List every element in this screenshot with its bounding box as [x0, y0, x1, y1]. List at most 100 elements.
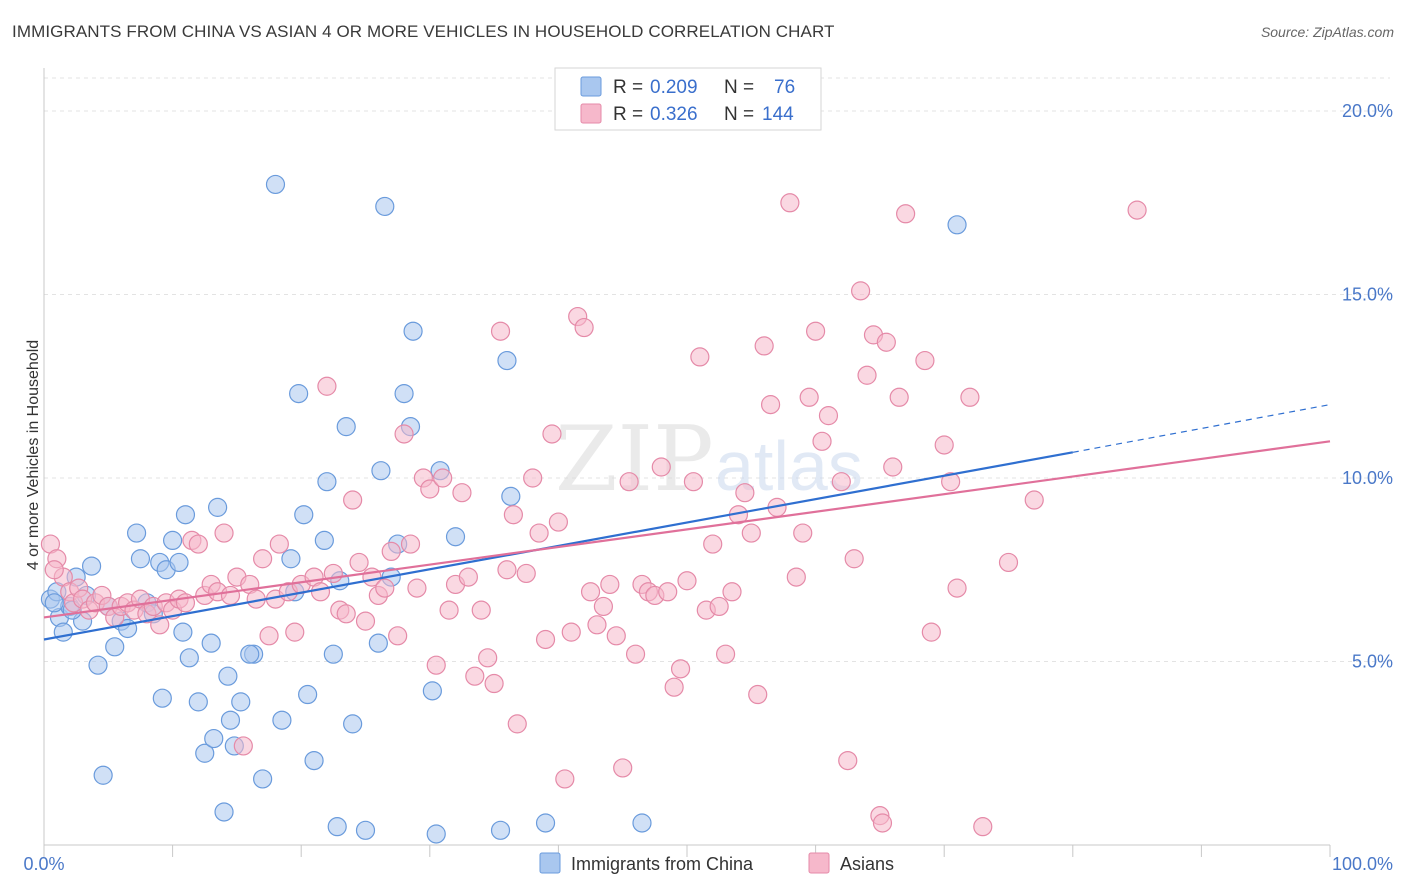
asians-point-53: [381, 541, 401, 562]
asians-point-90: [619, 472, 639, 492]
asians-point-119: [812, 431, 832, 451]
china-point-17: [152, 688, 172, 708]
china-point-75: [44, 593, 64, 613]
asians-point-106: [722, 582, 742, 602]
china-point-2: [53, 622, 73, 642]
asians-point-110: [748, 684, 768, 705]
china-point-41: [294, 505, 314, 525]
china-point-27: [204, 728, 224, 749]
legend-r-value-2: 0.326: [650, 104, 698, 125]
asians-point-66: [465, 666, 485, 686]
asians-point-64: [452, 483, 472, 503]
asians-point-114: [780, 193, 800, 213]
china-point-21: [173, 622, 193, 642]
china-point-37: [272, 710, 292, 730]
bottom-legend-label-china: Immigrants from China: [571, 854, 754, 874]
asians-point-86: [593, 596, 614, 617]
asians-point-137: [947, 578, 967, 598]
trend-lines: [43, 404, 1331, 641]
asians-point-95: [651, 457, 671, 477]
asians-point-99: [677, 571, 697, 591]
asians-point-96: [658, 582, 678, 602]
china-point-46: [323, 644, 343, 664]
china-point-23: [179, 648, 199, 668]
china-point-45: [317, 472, 337, 492]
asians-point-105: [715, 644, 736, 664]
asians-point-55: [394, 424, 414, 444]
china-point-60: [422, 681, 442, 701]
asians-point-111: [754, 336, 774, 356]
asians-point-88: [606, 626, 626, 646]
china-point-36: [265, 174, 286, 195]
legend-n-value-2: 144: [762, 104, 794, 125]
asians-point-77: [535, 629, 556, 650]
legend-n-value-1: 76: [774, 77, 795, 98]
asians-point-67: [471, 600, 491, 620]
china-point-57: [394, 384, 414, 404]
china-point-54: [375, 196, 395, 217]
y-tick-labels: 5.0% 10.0% 15.0% 20.0%: [1342, 101, 1393, 671]
asians-point-81: [561, 622, 581, 642]
china-point-9: [105, 637, 125, 657]
asians-point-121: [831, 472, 851, 492]
asians-point-128: [872, 813, 893, 833]
asians-point-35: [259, 626, 279, 646]
asians-point-76: [529, 523, 549, 543]
legend-n-label-2: N =: [724, 104, 754, 125]
asians-point-29: [220, 585, 241, 606]
china-point-26: [201, 633, 221, 653]
asians-point-62: [439, 600, 459, 620]
china-trend-extension: [1072, 404, 1331, 453]
asians-point-141: [1024, 490, 1044, 510]
asians-point-49: [355, 611, 376, 631]
asians-trend-line: [43, 440, 1331, 619]
asians-point-91: [625, 644, 646, 664]
china-point-25: [195, 743, 215, 763]
asians-point-54: [388, 626, 408, 646]
x-tick-label-0: 0.0%: [23, 854, 64, 874]
asians-point-60: [426, 655, 446, 675]
series-china-points: [40, 174, 967, 844]
bottom-legend-label-asians: Asians: [840, 854, 894, 874]
asians-point-138: [960, 387, 980, 407]
legend-swatch-china: [580, 76, 602, 97]
asians-point-75: [523, 468, 543, 488]
asians-point-140: [998, 552, 1019, 573]
china-point-12: [126, 523, 147, 543]
asians-point-89: [613, 758, 633, 778]
asians-point-46: [336, 604, 356, 624]
asians-point-130: [883, 457, 903, 477]
china-point-40: [289, 384, 309, 404]
china-point-49: [336, 417, 356, 437]
asians-point-48: [349, 552, 369, 573]
asians-point-134: [921, 622, 941, 642]
asians-point-108: [735, 483, 755, 503]
asians-point-52: [375, 578, 395, 598]
y-tick-label-1: 10.0%: [1342, 468, 1393, 488]
legend-n-label-1: N =: [724, 77, 754, 98]
legend-r-value-1: 0.209: [650, 77, 698, 98]
series-legend: Immigrants from China Asians: [539, 852, 894, 874]
asians-point-118: [805, 321, 826, 341]
china-point-24: [188, 692, 208, 712]
china-point-7: [88, 655, 108, 675]
china-point-43: [304, 750, 324, 771]
asians-point-47: [343, 490, 363, 510]
china-point-61: [426, 824, 446, 844]
asians-point-78: [542, 424, 562, 444]
asians-point-143: [44, 560, 64, 580]
asians-point-100: [683, 472, 704, 492]
china-point-20: [169, 552, 189, 573]
asians-point-129: [876, 332, 896, 352]
asians-point-61: [433, 468, 453, 488]
china-point-33: [231, 692, 251, 712]
correlation-legend: R = 0.209 N = 76 R = 0.326 N = 144: [554, 67, 822, 131]
china-point-13: [130, 549, 151, 569]
asians-point-72: [503, 505, 523, 525]
asians-point-109: [741, 523, 761, 543]
china-point-73: [93, 765, 113, 785]
asians-point-39: [285, 622, 305, 642]
asians-point-124: [851, 281, 871, 301]
y-tick-label-2: 15.0%: [1342, 285, 1393, 305]
